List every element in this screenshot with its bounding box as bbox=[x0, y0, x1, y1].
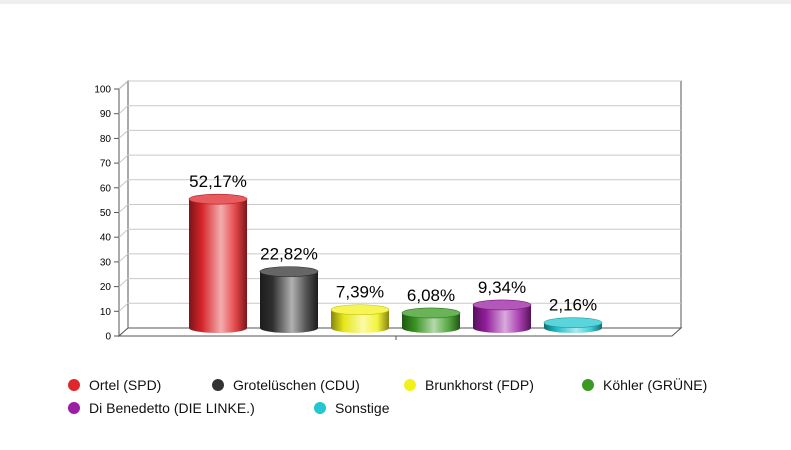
legend-item-fdp: Brunkhorst (FDP) bbox=[404, 377, 534, 393]
data-label-cdu: 22,82% bbox=[260, 245, 318, 264]
bar-top-sonstige bbox=[543, 317, 603, 328]
bar-top-fdp bbox=[330, 304, 390, 316]
legend-item-cdu: Grotelüschen (CDU) bbox=[212, 377, 360, 393]
legend-item-linke: Di Benedetto (DIE LINKE.) bbox=[68, 400, 255, 416]
legend-label-sonstige: Sonstige bbox=[335, 400, 390, 416]
axis-layer: 0 10 20 30 40 50 60 70 80 90 100 bbox=[94, 85, 683, 343]
bar-top-spd bbox=[188, 193, 248, 205]
y-tick-label: 60 bbox=[100, 183, 112, 194]
bar-body-cdu bbox=[260, 271, 318, 333]
data-label-spd: 52,17% bbox=[189, 172, 247, 191]
y-tick-label: 70 bbox=[100, 159, 112, 170]
legend: Ortel (SPD) Grotelüschen (CDU) Brunkhors… bbox=[68, 377, 768, 423]
y-tick-label: 90 bbox=[100, 109, 112, 120]
bar-chart: 0 10 20 30 40 50 60 70 80 90 100 52,17% 22,82% 7,39%… bbox=[94, 79, 683, 343]
bar-body-fdp bbox=[331, 309, 389, 333]
bar-body-spd bbox=[189, 199, 247, 333]
bar-sonstige bbox=[543, 317, 603, 333]
bar-body-linke bbox=[473, 304, 531, 333]
y-tick-label: 40 bbox=[100, 233, 112, 244]
legend-label-cdu: Grotelüschen (CDU) bbox=[233, 377, 360, 393]
label-layer: 52,17% 22,82% 7,39% 6,08% 9,34% 2,16% bbox=[189, 172, 597, 315]
legend-marker-spd bbox=[68, 379, 80, 391]
bar-gruene bbox=[401, 307, 461, 333]
bar-spd bbox=[188, 193, 248, 333]
legend-item-gruene: Köhler (GRÜNE) bbox=[582, 377, 707, 393]
y-tick-label: 0 bbox=[105, 332, 111, 343]
y-tick-label: 20 bbox=[100, 282, 112, 293]
bar-fdp bbox=[330, 304, 390, 333]
legend-item-spd: Ortel (SPD) bbox=[68, 377, 161, 393]
legend-label-gruene: Köhler (GRÜNE) bbox=[603, 377, 708, 393]
legend-marker-gruene bbox=[582, 379, 594, 391]
bar-body-gruene bbox=[402, 312, 460, 333]
legend-marker-linke bbox=[68, 402, 80, 414]
legend-label-spd: Ortel (SPD) bbox=[89, 377, 162, 393]
legend-marker-cdu bbox=[212, 379, 224, 391]
y-tick-label: 50 bbox=[100, 208, 112, 219]
bar-top-cdu bbox=[259, 266, 319, 277]
top-bar bbox=[0, 0, 791, 4]
y-tick-label: 100 bbox=[94, 85, 111, 96]
legend-marker-sonstige bbox=[314, 402, 326, 414]
y-tick-label: 80 bbox=[100, 134, 112, 145]
y-tick-label: 10 bbox=[100, 307, 112, 318]
legend-label-linke: Di Benedetto (DIE LINKE.) bbox=[89, 400, 255, 416]
legend-label-fdp: Brunkhorst (FDP) bbox=[425, 377, 534, 393]
y-tick-label: 30 bbox=[100, 257, 112, 268]
data-label-sonstige: 2,16% bbox=[549, 296, 597, 315]
legend-row-1: Ortel (SPD) Grotelüschen (CDU) Brunkhors… bbox=[68, 377, 768, 400]
data-label-linke: 9,34% bbox=[478, 278, 526, 297]
data-label-fdp: 7,39% bbox=[336, 283, 384, 302]
legend-item-sonstige: Sonstige bbox=[314, 400, 389, 416]
bar-linke bbox=[472, 299, 532, 333]
legend-marker-fdp bbox=[404, 379, 416, 391]
data-label-gruene: 6,08% bbox=[407, 286, 455, 305]
bar-top-gruene bbox=[401, 307, 461, 319]
bar-layer bbox=[188, 193, 603, 333]
bar-top-linke bbox=[472, 299, 532, 311]
bar-cdu bbox=[259, 266, 319, 333]
legend-row-2: Di Benedetto (DIE LINKE.) Sonstige bbox=[68, 400, 768, 423]
